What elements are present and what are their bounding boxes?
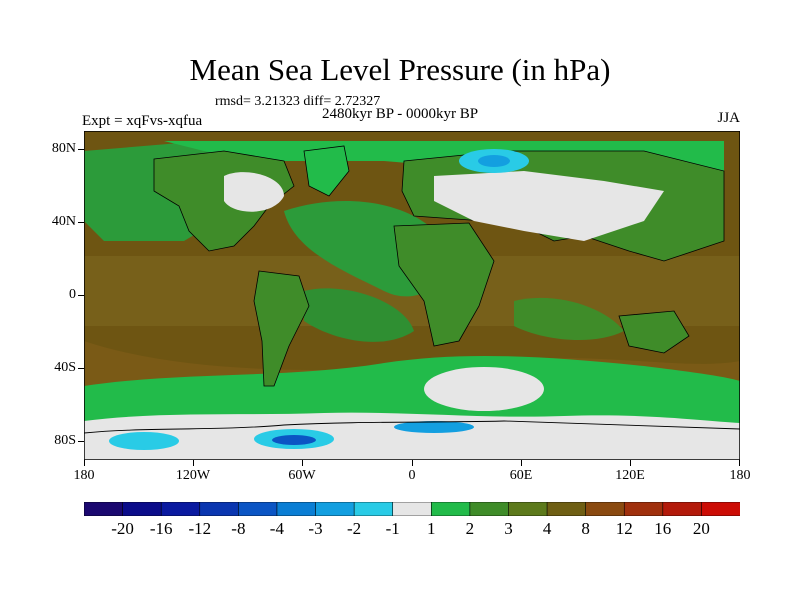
lon-tick bbox=[302, 460, 303, 466]
colorbar-label: -1 bbox=[385, 519, 400, 538]
colorbar-swatch bbox=[122, 502, 162, 516]
colorbar-label: -20 bbox=[111, 519, 134, 538]
colorbar-label: 16 bbox=[654, 519, 672, 538]
colorbar-swatch bbox=[199, 502, 239, 516]
lat-label-40s: 40S bbox=[54, 360, 76, 375]
lon-label-180w: 180 bbox=[73, 468, 95, 483]
lon-tick bbox=[84, 460, 85, 466]
africa bbox=[393, 222, 495, 347]
siberia-blue-core bbox=[478, 155, 510, 167]
lat-label-40n: 40N bbox=[51, 214, 76, 229]
colorbar-swatch bbox=[585, 502, 625, 516]
lat-tick bbox=[78, 222, 84, 223]
south-atlantic-green bbox=[304, 288, 414, 342]
pressure-map bbox=[84, 131, 740, 460]
colorbar-swatch bbox=[546, 502, 587, 516]
colorbar-swatch bbox=[469, 502, 510, 516]
lon-tick bbox=[412, 460, 413, 466]
colorbar-label: 1 bbox=[427, 519, 436, 538]
colorbar-label: -3 bbox=[308, 519, 323, 538]
colorbar-label: -4 bbox=[269, 519, 284, 538]
lon-label-180e: 180 bbox=[729, 468, 751, 483]
lon-label-60w: 60W bbox=[288, 468, 316, 483]
lon-label-120e: 120E bbox=[615, 468, 645, 483]
antarctica-coast bbox=[84, 420, 740, 434]
colorbar-swatch bbox=[276, 502, 317, 516]
weddell-blue-core bbox=[272, 435, 316, 445]
asia-white-region bbox=[434, 171, 664, 241]
lon-tick bbox=[521, 460, 522, 466]
lon-tick bbox=[193, 460, 194, 466]
lat-tick bbox=[78, 368, 84, 369]
colorbar-label: 12 bbox=[615, 519, 633, 538]
north-america-white-region bbox=[224, 172, 284, 212]
colorbar-swatch bbox=[662, 502, 703, 516]
colorbar-swatch bbox=[315, 502, 355, 516]
experiment-label: Expt = xqFvs-xqfua bbox=[82, 113, 203, 129]
colorbar-label: 3 bbox=[504, 519, 513, 538]
antarctic-white-region bbox=[84, 412, 740, 460]
colorbar-label: 20 bbox=[692, 519, 710, 538]
lat-tick bbox=[78, 441, 84, 442]
australia bbox=[618, 310, 690, 354]
lat-tick bbox=[78, 295, 84, 296]
colorbar-swatch bbox=[392, 502, 432, 516]
lat-tick bbox=[78, 149, 84, 150]
colorbar-swatch bbox=[353, 502, 394, 516]
lon-tick bbox=[739, 460, 740, 466]
colorbar-label: -12 bbox=[188, 519, 212, 538]
lat-label-80s: 80S bbox=[54, 433, 76, 448]
colorbar-swatch bbox=[160, 502, 201, 516]
season-label: JJA bbox=[717, 110, 740, 126]
colorbar bbox=[84, 502, 740, 516]
colorbar-swatch bbox=[701, 502, 740, 516]
ross-sea-blue-region bbox=[109, 432, 179, 450]
colorbar-label: 2 bbox=[465, 519, 475, 538]
south-atlantic-white-region bbox=[424, 367, 544, 411]
colorbar-swatch bbox=[430, 502, 471, 516]
lon-label-120w: 120W bbox=[175, 468, 211, 483]
indian-ocean-green bbox=[514, 297, 624, 341]
southern-ocean-green bbox=[84, 355, 740, 431]
map-title: Mean Sea Level Pressure (in hPa) bbox=[189, 52, 611, 87]
south-america bbox=[253, 270, 310, 387]
lon-label-60e: 60E bbox=[509, 468, 533, 483]
period-label: 2480kyr BP - 0000kyr BP bbox=[322, 106, 479, 122]
colorbar-label: -2 bbox=[347, 519, 362, 538]
colorbar-swatch bbox=[238, 502, 278, 516]
lon-tick bbox=[630, 460, 631, 466]
lat-label-0: 0 bbox=[69, 287, 76, 302]
colorbar-label: 4 bbox=[542, 519, 552, 538]
greenland bbox=[303, 145, 350, 197]
lat-label-80n: 80N bbox=[51, 141, 76, 156]
stats-line: rmsd= 3.21323 diff= 2.72327 bbox=[215, 94, 381, 109]
colorbar-label: -8 bbox=[231, 519, 246, 538]
colorbar-swatch bbox=[508, 502, 548, 516]
lon-label-0: 0 bbox=[408, 468, 416, 483]
colorbar-label: 8 bbox=[581, 519, 590, 538]
colorbar-label: -16 bbox=[149, 519, 173, 538]
antarctic-coast-blue bbox=[394, 421, 474, 433]
colorbar-swatch bbox=[84, 502, 124, 516]
colorbar-swatch bbox=[623, 502, 664, 516]
